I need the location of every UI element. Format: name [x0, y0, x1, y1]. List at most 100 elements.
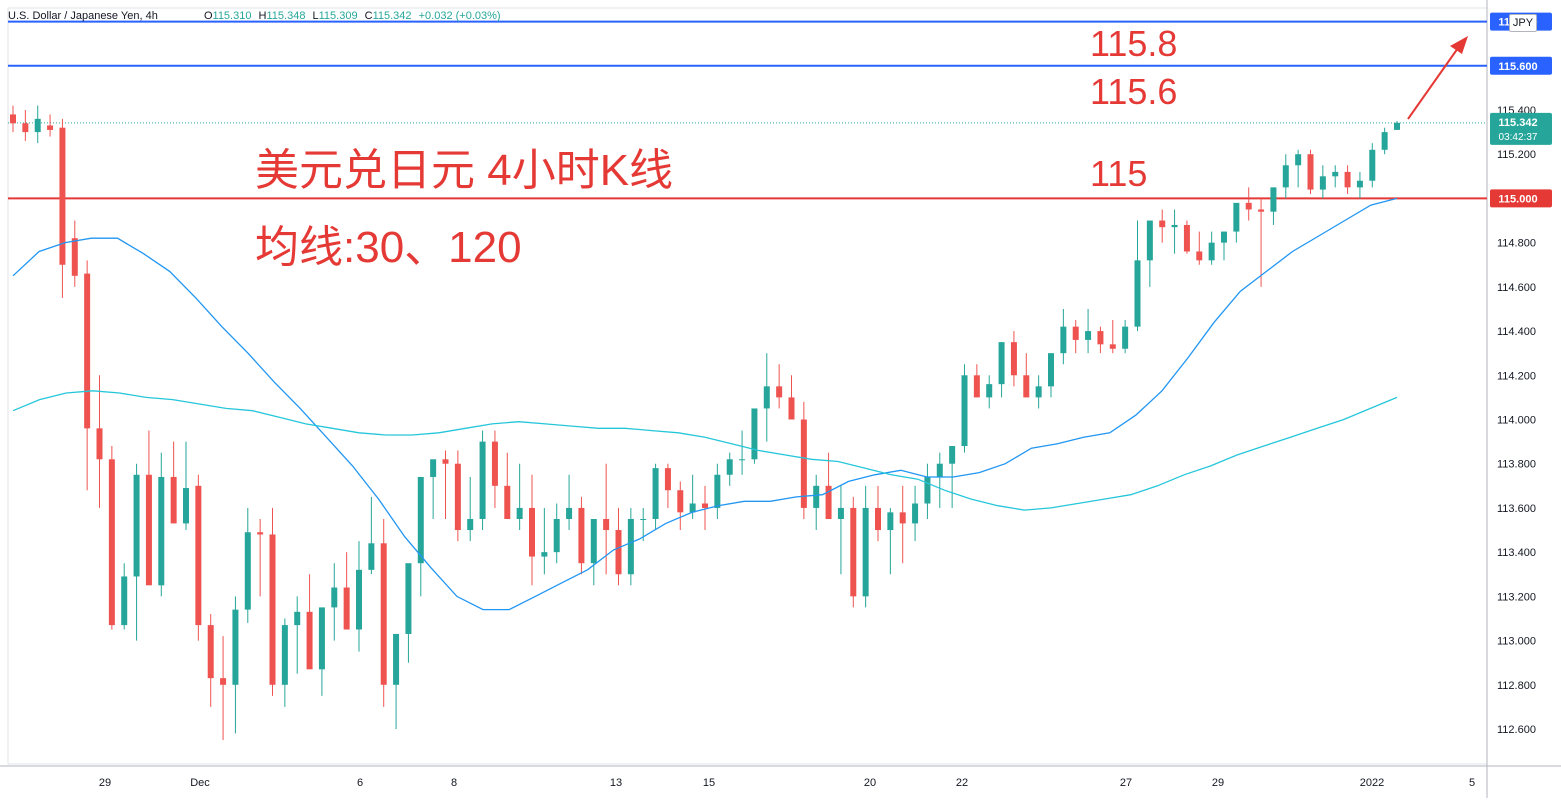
candle-body [825, 485, 832, 519]
current-price-box [1490, 112, 1552, 145]
arrow-shaft [1407, 47, 1459, 120]
price-label-text: 115.600 [1498, 61, 1537, 73]
annotation-level-3: 115 [1090, 153, 1147, 194]
ma-line-ma120 [12, 390, 1398, 511]
candle-body [207, 625, 214, 679]
candle-body [1381, 132, 1388, 150]
x-tick-label: 29 [1212, 777, 1224, 789]
candle-body [961, 375, 968, 447]
candle-body [1258, 209, 1265, 212]
candle-body [1085, 331, 1092, 340]
open-value: 115.310 [212, 10, 252, 22]
candle-body [269, 534, 276, 685]
candle-body [393, 633, 400, 685]
candle-body [739, 459, 746, 461]
candle-body [84, 273, 91, 429]
candle-body [281, 625, 288, 685]
candle-body [875, 507, 881, 531]
candle-body [813, 485, 820, 508]
candle-body [257, 532, 264, 535]
candle-body [615, 530, 622, 575]
candle-body [380, 543, 387, 685]
price-label-box [1490, 56, 1552, 75]
candle-body [1344, 171, 1351, 188]
annotation-subtitle: 均线:30、120 [255, 223, 522, 272]
candle-body [677, 490, 684, 513]
candle-body [1233, 202, 1240, 232]
candle-body [1159, 220, 1166, 228]
x-tick-label: 6 [357, 777, 363, 789]
candle-body [664, 468, 671, 491]
candle-body [1035, 386, 1042, 398]
candle-body [973, 375, 980, 398]
candle-body [1196, 251, 1203, 261]
candle-body [1208, 242, 1215, 261]
current-price-text: 115.342 [1498, 117, 1537, 129]
symbol-legend: U.S. Dollar / Japanese Yen, 4h O115.310 … [8, 10, 505, 22]
candle-body [553, 518, 560, 553]
candle-body [442, 459, 449, 464]
candle-body [244, 532, 251, 610]
candle-body [714, 474, 721, 508]
candle-body [529, 507, 535, 557]
y-tick-label: 115.200 [1497, 149, 1536, 161]
candle-body [405, 563, 412, 634]
candle-body [1183, 224, 1190, 252]
candle-body [899, 512, 906, 524]
candle-body [430, 459, 437, 477]
candle-body [368, 543, 375, 570]
candle-body [788, 397, 795, 420]
x-tick-label: 15 [703, 777, 715, 789]
candle-body [1270, 187, 1277, 212]
x-tick-label: 22 [956, 777, 968, 789]
candle-body [763, 386, 770, 409]
candle-body [578, 507, 585, 564]
x-tick-label: 2022 [1360, 777, 1384, 789]
countdown-text: 03:42:37 [1499, 132, 1538, 143]
candle-body [936, 463, 943, 477]
y-tick-label: 114.400 [1497, 326, 1536, 338]
candle-body [220, 678, 227, 685]
candle-body [837, 507, 844, 519]
candle-body [170, 476, 177, 524]
candle-body [121, 576, 128, 626]
x-tick-label: 29 [99, 777, 111, 789]
ma-line-ma30 [12, 197, 1398, 611]
x-tick-label: Dec [190, 777, 210, 789]
candle-body [1394, 122, 1400, 130]
candle-body [627, 518, 634, 575]
candle-body [1048, 353, 1054, 387]
candle-body [689, 503, 696, 513]
candle-body [590, 518, 597, 564]
candle-body [1221, 231, 1227, 243]
candle-body [10, 114, 16, 124]
y-tick-label: 114.000 [1497, 415, 1536, 427]
candle-body [1134, 260, 1141, 327]
candle-body [924, 476, 931, 504]
candle-body [1369, 149, 1376, 181]
candle-body [59, 127, 66, 265]
candle-body [640, 518, 647, 520]
candle-body [467, 518, 474, 531]
currency-badge[interactable]: JPY [1509, 14, 1537, 32]
candle-body [232, 609, 239, 685]
candle-body [566, 507, 573, 519]
candle-body [726, 459, 733, 475]
change-value: +0.032 (+0.03%) [418, 10, 501, 22]
candle-body [158, 476, 165, 586]
price-label-text: 115.000 [1498, 193, 1537, 205]
candle-body [776, 386, 783, 398]
candle-body [479, 441, 486, 519]
y-tick-label: 113.400 [1497, 547, 1536, 559]
candle-body [1332, 171, 1339, 177]
candle-body [850, 507, 857, 597]
candle-body [541, 552, 548, 557]
candle-body [306, 611, 313, 670]
candle-body [1109, 344, 1116, 349]
x-tick-label: 5 [1469, 777, 1475, 789]
candle-body [183, 488, 189, 524]
candle-body [1023, 375, 1030, 398]
candle-body [652, 468, 659, 519]
